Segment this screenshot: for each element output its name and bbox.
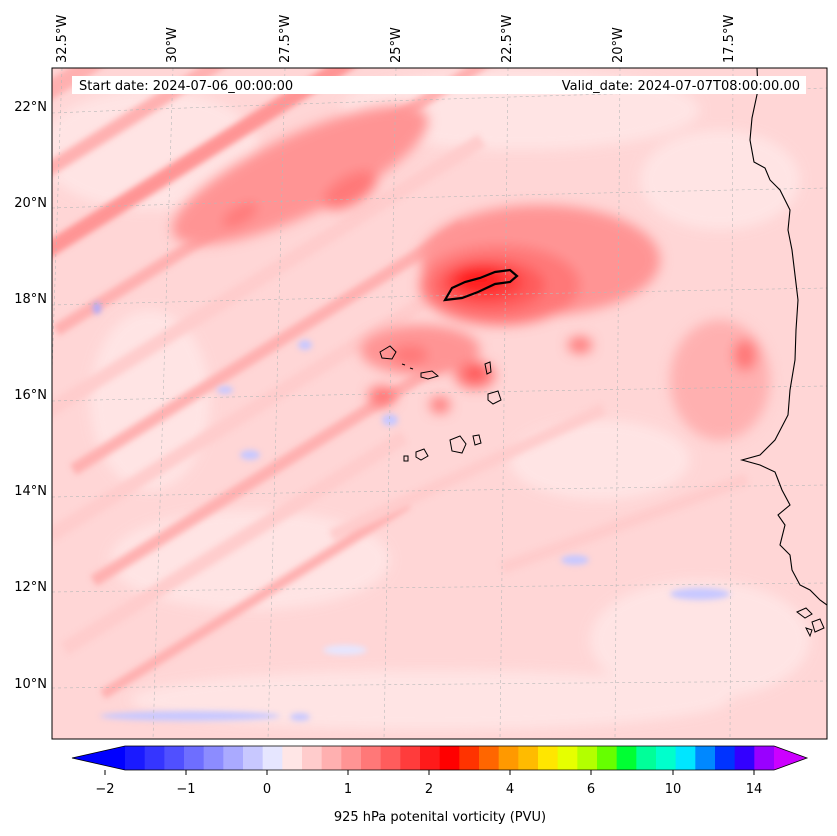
coastline-africa — [739, 68, 827, 606]
colorbar-tick-labels: −2 −1 0 1 2 4 6 10 14 — [95, 782, 762, 797]
colorbar-cell — [321, 746, 342, 770]
gridlines — [52, 68, 827, 739]
colorbar-cell — [616, 746, 637, 770]
colorbar-cell — [302, 746, 323, 770]
colorbar-cell — [538, 746, 559, 770]
colorbar-cell — [361, 746, 382, 770]
colorbar-cell — [282, 746, 303, 770]
colorbar-cell — [400, 746, 421, 770]
colorbar-cell — [459, 746, 480, 770]
pv-contour — [442, 268, 519, 302]
lat-label: 12°N — [14, 580, 47, 595]
lat-label: 16°N — [14, 388, 47, 403]
colorbar-cell — [144, 746, 165, 770]
colorbar-cell — [636, 746, 657, 770]
colorbar-cell — [439, 746, 460, 770]
islands — [379, 345, 502, 462]
colorbar-cell — [518, 746, 539, 770]
lon-label: 32.5°W — [55, 15, 70, 63]
pv-field-negative — [93, 302, 730, 721]
colorbar-tick-label: 4 — [506, 782, 514, 797]
colorbar-cell — [164, 746, 185, 770]
colorbar-tick-label: −2 — [95, 782, 114, 797]
lon-label: 25°W — [389, 27, 404, 63]
colorbar-cell — [479, 746, 500, 770]
lon-label: 20°W — [611, 27, 626, 63]
colorbar-cell — [262, 746, 283, 770]
colorbar-cell — [577, 746, 598, 770]
colorbar-tick-label: 2 — [425, 782, 433, 797]
lat-label: 18°N — [14, 292, 47, 307]
colorbar-label: 925 hPa potenital vorticity (PVU) — [334, 810, 546, 825]
colorbar-cell — [734, 746, 755, 770]
lat-label: 22°N — [14, 100, 47, 115]
colorbar-cells — [125, 746, 775, 770]
colorbar-ticks — [104, 770, 755, 775]
lat-label: 10°N — [14, 677, 47, 692]
colorbar-cell — [203, 746, 224, 770]
coastline-detail — [796, 607, 825, 638]
lon-label: 17.5°W — [722, 15, 737, 63]
colorbar-outline — [71, 745, 809, 771]
lat-label: 20°N — [14, 196, 47, 211]
colorbar-cell — [184, 746, 205, 770]
colorbar-cell — [675, 746, 696, 770]
colorbar-cell — [420, 746, 441, 770]
lon-label: 22.5°W — [500, 15, 515, 63]
colorbar-cell — [498, 746, 519, 770]
colorbar-cell — [125, 746, 146, 770]
valid-date-label: Valid_date: 2024-07-07T08:00:00.00 — [562, 79, 800, 94]
pv-field-plume — [171, 105, 770, 440]
title-box — [72, 76, 806, 94]
colorbar-cell — [597, 746, 618, 770]
start-date-label: Start date: 2024-07-06_00:00:00 — [79, 79, 293, 94]
colorbar: −2 −1 0 1 2 4 6 10 14 925 hPa potenital … — [71, 745, 809, 825]
colorbar-cell — [695, 746, 716, 770]
colorbar-cell — [380, 746, 401, 770]
latitude-labels: 22°N 20°N 18°N 16°N 14°N 12°N 10°N — [14, 100, 47, 692]
map-frame — [51, 67, 828, 740]
colorbar-cell — [754, 746, 775, 770]
lat-label: 14°N — [14, 484, 47, 499]
colorbar-over-arrow — [774, 746, 807, 770]
colorbar-tick-label: 1 — [344, 782, 352, 797]
colorbar-cell — [715, 746, 736, 770]
colorbar-tick-label: 0 — [263, 782, 271, 797]
colorbar-tick-label: 10 — [665, 782, 682, 797]
colorbar-cell — [557, 746, 578, 770]
lon-label: 30°W — [165, 27, 180, 63]
longitude-labels: 32.5°W 30°W 27.5°W 25°W 22.5°W 20°W 17.5… — [55, 15, 737, 63]
map-panel: Start date: 2024-07-06_00:00:00 Valid_da… — [52, 68, 827, 739]
colorbar-tick-label: 14 — [746, 782, 763, 797]
lon-label: 27.5°W — [278, 15, 293, 63]
colorbar-tick-label: 6 — [587, 782, 595, 797]
colorbar-tick-label: −1 — [176, 782, 195, 797]
colorbar-cell — [223, 746, 244, 770]
colorbar-under-arrow — [72, 746, 125, 770]
colorbar-cell — [243, 746, 264, 770]
colorbar-cell — [656, 746, 677, 770]
colorbar-cell — [341, 746, 362, 770]
